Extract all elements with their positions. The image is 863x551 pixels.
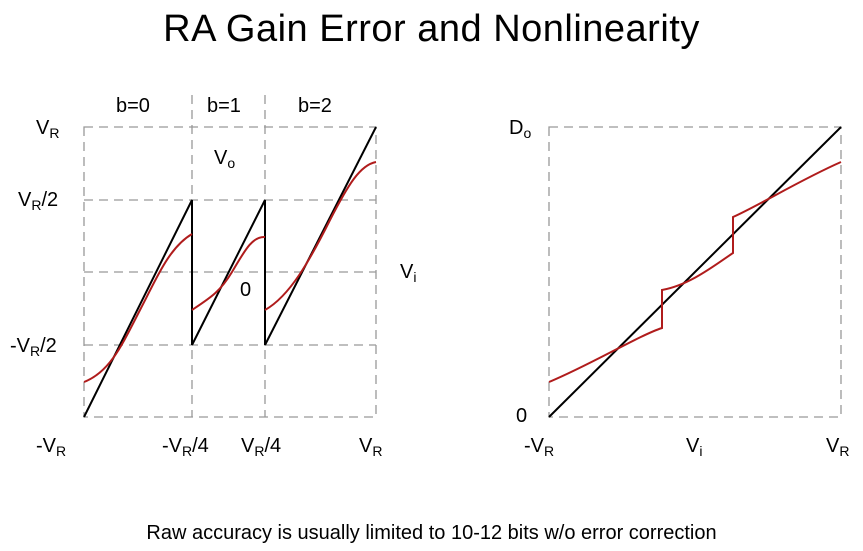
x-label-neg-vr-quarter: -VR/4 — [162, 435, 209, 459]
actual-segment-b0 — [83, 233, 193, 383]
left-grid — [83, 95, 377, 418]
right-grid — [548, 126, 842, 418]
ideal-segment-b1 — [191, 199, 266, 346]
actual-segment-b1 — [191, 235, 266, 311]
x-label-vr: VR — [359, 435, 383, 459]
output-label-vo: Vo — [214, 147, 236, 171]
actual-segment-b2 — [264, 161, 377, 311]
y-label-do: Do — [509, 117, 532, 141]
y-label-vr: VR — [36, 117, 60, 141]
segment-label-b0: b=0 — [116, 95, 150, 117]
ideal-segment-b2 — [264, 126, 377, 346]
input-label-vi-left: Vi — [400, 261, 417, 285]
x-label-neg-vr: -VR — [36, 435, 67, 459]
left-actual-curve — [83, 161, 377, 383]
x-label-right-vr: VR — [826, 435, 850, 459]
x-label-right-neg-vr: -VR — [524, 435, 555, 459]
footer-caption: Raw accuracy is usually limited to 10-12… — [146, 522, 717, 544]
slide-title: RA Gain Error and Nonlinearity — [163, 8, 700, 50]
x-label-right-vi: Vi — [686, 435, 703, 459]
right-actual-curve — [548, 161, 842, 383]
y-label-vr-half: VR/2 — [18, 189, 59, 213]
ideal-segment-b0 — [83, 199, 193, 418]
zero-label-left: 0 — [240, 279, 252, 301]
segment-label-b1: b=1 — [207, 95, 241, 117]
left-ideal-curve — [83, 126, 377, 418]
right-ideal-line — [548, 126, 842, 418]
right-plot-frame — [548, 126, 842, 418]
x-label-vr-quarter: VR/4 — [241, 435, 282, 459]
zero-label-right: 0 — [516, 405, 528, 427]
segment-label-b2: b=2 — [298, 95, 332, 117]
y-label-neg-vr-half: -VR/2 — [10, 335, 57, 359]
